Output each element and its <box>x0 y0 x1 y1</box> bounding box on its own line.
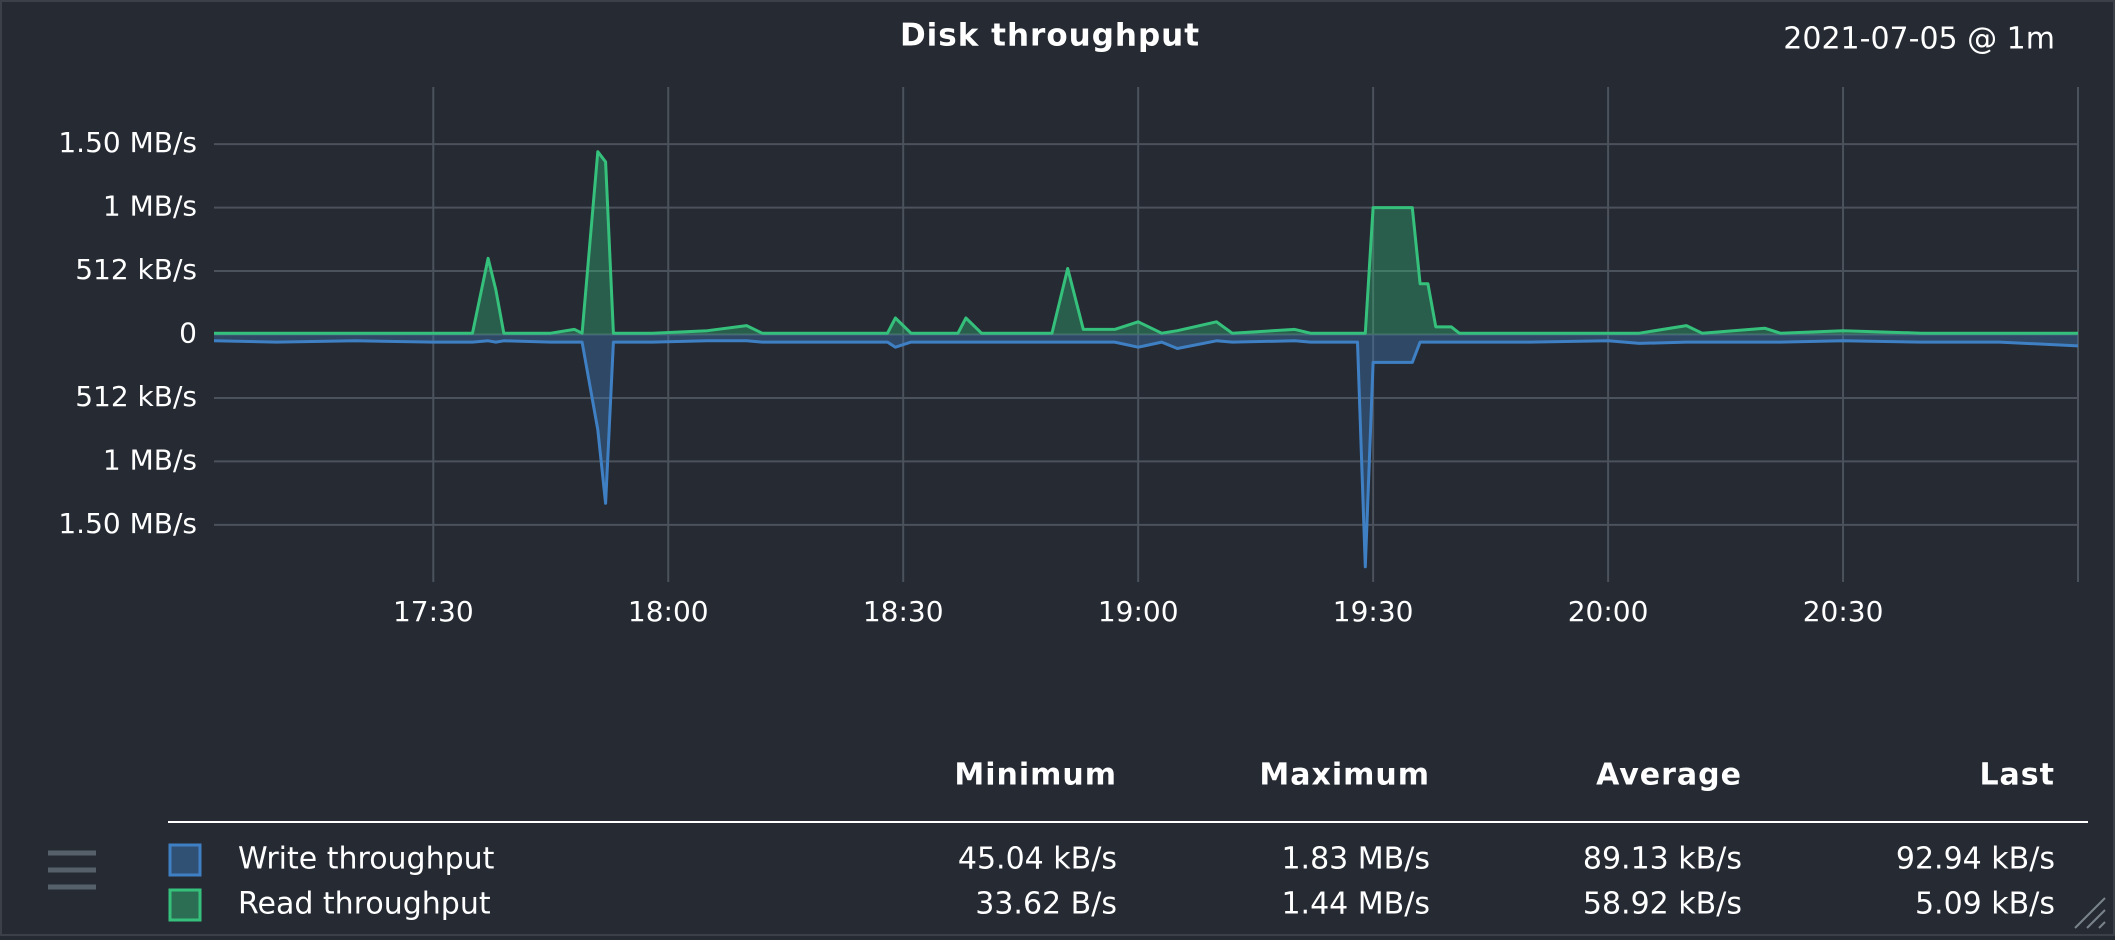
timestamp: 2021-07-05 @ 1m <box>1783 22 2055 57</box>
legend-swatch <box>168 888 202 922</box>
x-tick-label: 19:30 <box>1333 595 1414 628</box>
stat-value: 92.94 kB/s <box>1896 842 2055 877</box>
stat-value: 89.13 kB/s <box>1583 842 1742 877</box>
column-header: Maximum <box>1259 758 1430 793</box>
y-tick-label: 1.50 MB/s <box>58 126 197 159</box>
grip-line <box>2098 921 2106 929</box>
stat-value: 58.92 kB/s <box>1583 887 1742 922</box>
resize-grip[interactable] <box>2074 897 2106 929</box>
series-line <box>213 339 2079 569</box>
legend-swatch <box>168 843 202 877</box>
y-tick-label: 512 kB/s <box>75 380 197 413</box>
menu-icon[interactable] <box>48 850 96 890</box>
x-tick-label: 17:30 <box>393 595 474 628</box>
x-tick-label: 20:00 <box>1568 595 1649 628</box>
x-tick-label: 18:30 <box>863 595 944 628</box>
stat-value: 1.44 MB/s <box>1281 887 1430 922</box>
y-tick-label: 0 <box>179 317 197 350</box>
y-tick-label: 1.50 MB/s <box>58 507 197 540</box>
series-line <box>214 150 2078 335</box>
stat-value: 5.09 kB/s <box>1915 887 2055 922</box>
y-tick-label: 1 MB/s <box>103 190 197 223</box>
grip-line <box>2086 909 2106 929</box>
x-tick-label: 20:30 <box>1803 595 1884 628</box>
x-tick-label: 18:00 <box>628 595 709 628</box>
legend-name: Read throughput <box>238 887 491 922</box>
column-header: Minimum <box>954 758 1117 793</box>
legend-name: Write throughput <box>238 842 495 877</box>
stat-value: 1.83 MB/s <box>1281 842 1430 877</box>
y-tick-label: 1 MB/s <box>103 443 197 476</box>
graph-title: Disk throughput <box>900 18 1200 54</box>
stat-value: 33.62 B/s <box>975 887 1117 922</box>
column-header: Average <box>1596 758 1742 793</box>
column-header: Last <box>1979 758 2055 793</box>
y-tick-label: 512 kB/s <box>75 253 197 286</box>
grip-line <box>2074 897 2106 929</box>
x-tick-label: 19:00 <box>1098 595 1179 628</box>
stat-value: 45.04 kB/s <box>958 842 1117 877</box>
